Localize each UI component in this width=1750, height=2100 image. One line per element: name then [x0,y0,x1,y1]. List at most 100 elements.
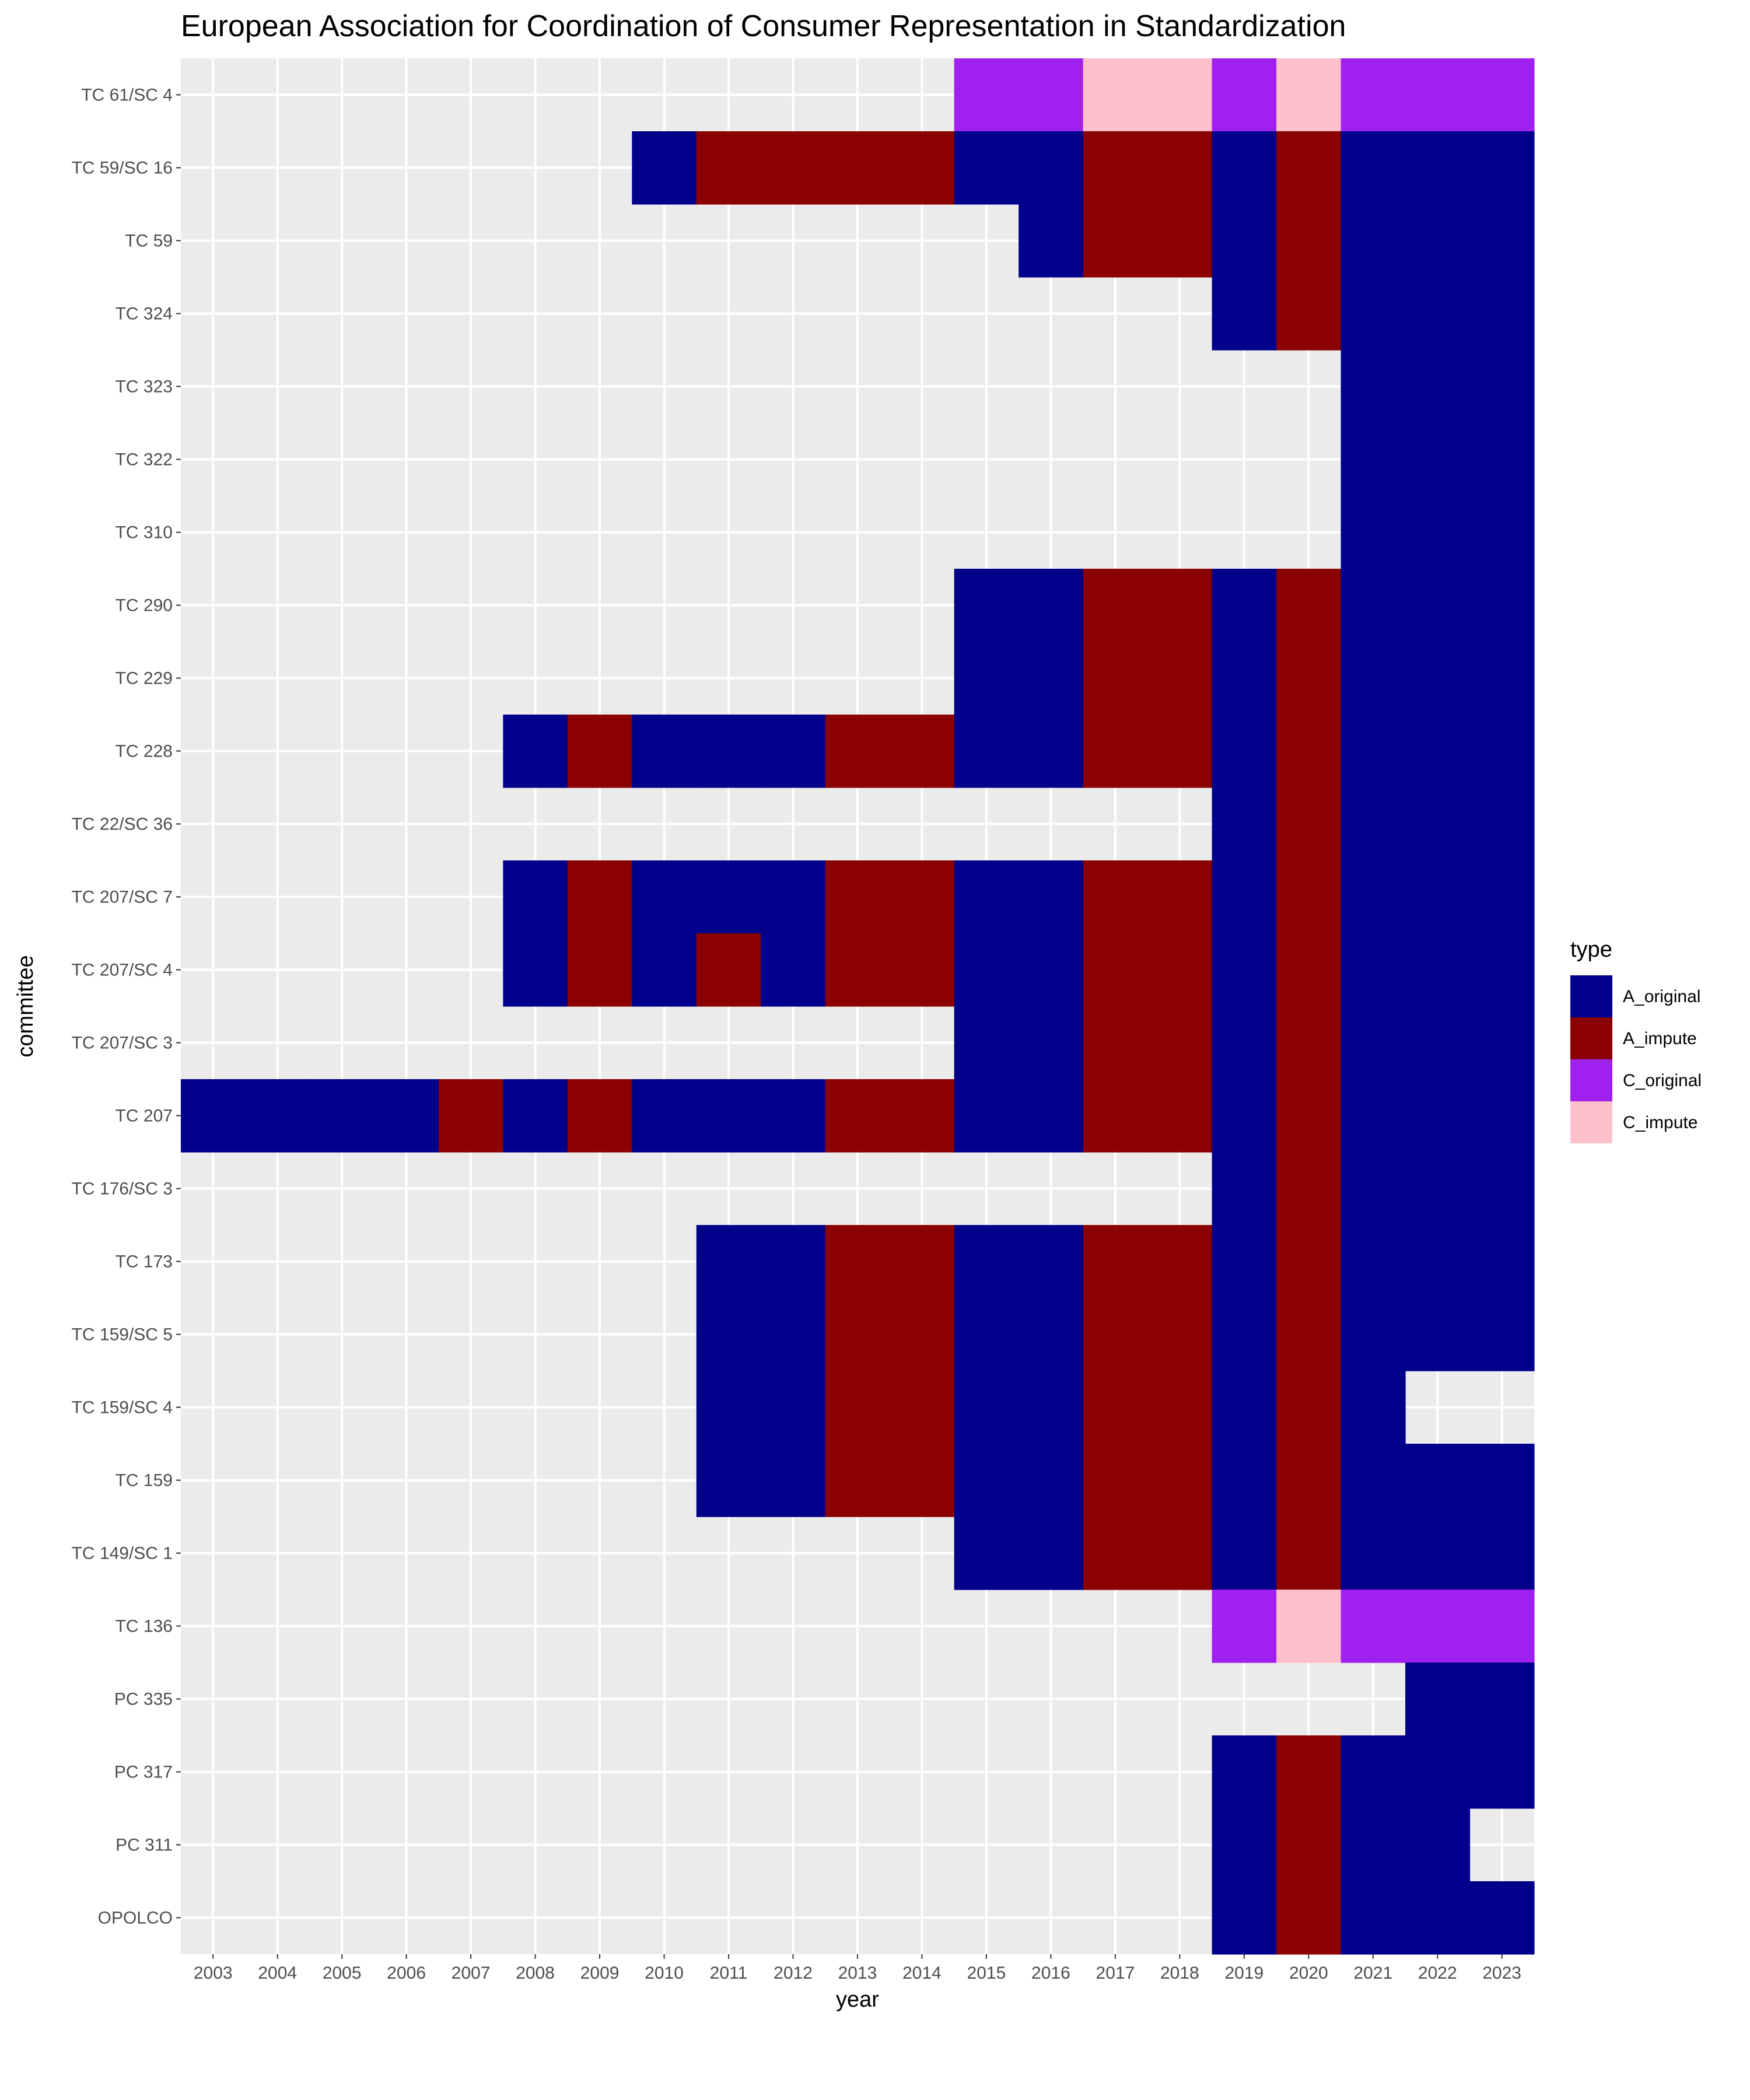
heatmap-cell [1340,1152,1406,1226]
heatmap-cell [503,715,568,788]
legend-key [1570,1059,1612,1101]
heatmap-cell [1405,1517,1471,1590]
heatmap-cell [1212,569,1277,642]
heatmap-cell [1083,204,1148,278]
heatmap-cell [825,1079,890,1153]
heatmap-cell [890,1079,955,1153]
heatmap-cell [1019,1006,1084,1080]
heatmap-cell [1276,1371,1342,1444]
x-tick-label: 2017 [1096,1964,1135,1983]
heatmap-cell [309,1079,375,1153]
heatmap-cell [1276,1590,1342,1663]
heatmap-cell [1405,350,1471,424]
heatmap-cell [954,569,1019,642]
heatmap-cell [1469,204,1535,278]
y-tick-label: TC 22/SC 36 [72,815,173,834]
heatmap-cell [1405,277,1471,351]
heatmap-cell [696,1225,761,1298]
heatmap-cell [1469,715,1535,788]
heatmap-cell [1147,1517,1213,1590]
heatmap-cell [1469,131,1535,205]
heatmap-cell [1276,1298,1342,1371]
heatmap-cell [696,1371,761,1444]
x-tick-label: 2007 [452,1964,491,1983]
heatmap-cell [1019,58,1084,132]
heatmap-cell [1405,1881,1471,1955]
heatmap-cell [1340,1006,1406,1080]
heatmap-cell [1147,1444,1213,1517]
heatmap-cell [1340,642,1406,715]
legend-title: type [1570,937,1612,962]
x-axis-title: year [836,1987,879,2012]
heatmap-cell [1340,788,1406,861]
heatmap-cell [1212,1006,1277,1080]
heatmap-cell [1212,1298,1277,1371]
heatmap-cell [954,1298,1019,1371]
heatmap-cell [1019,933,1084,1007]
heatmap-cell [890,715,955,788]
legend-label: A_impute [1623,1029,1697,1048]
heatmap-cell [954,1225,1019,1298]
heatmap-cell [1469,860,1535,934]
heatmap-cell [1469,58,1535,132]
y-tick-label: TC 159 [116,1471,173,1490]
heatmap-cell [1469,1152,1535,1226]
heatmap-cell [1276,1517,1342,1590]
heatmap-cell [890,933,955,1007]
heatmap-cell [1340,569,1406,642]
legend: type A_original A_impute C_original C_imput… [1570,937,1702,1143]
y-tick-label: TC 207/SC 3 [72,1034,173,1053]
heatmap-cell [1019,204,1084,278]
heatmap-cell [1212,1808,1277,1882]
y-tick-label: TC 207/SC 4 [72,961,173,980]
heatmap-cell [1147,204,1213,278]
heatmap-cell [890,1225,955,1298]
heatmap-cell [1276,204,1342,278]
heatmap-cell [632,1079,697,1153]
heatmap-cell [1212,1517,1277,1590]
heatmap-cell [1212,277,1277,351]
heatmap-cell [438,1079,503,1153]
heatmap-cell [1147,1079,1213,1153]
heatmap-cell [1019,1079,1084,1153]
heatmap-cell [1019,1298,1084,1371]
y-tick-label: TC 61/SC 4 [81,86,173,105]
heatmap-cell [1405,58,1471,132]
heatmap-cell [1147,1225,1213,1298]
heatmap-cell [954,1371,1019,1444]
heatmap-cell [374,1079,439,1153]
heatmap-cell [1340,860,1406,934]
heatmap-cell [825,933,890,1007]
heatmap-cell [1276,1735,1342,1809]
heatmap-cell [1276,1225,1342,1298]
x-tick-label: 2008 [516,1964,555,1983]
heatmap-cell [1212,204,1277,278]
heatmap-cell [1212,933,1277,1007]
heatmap-cell [1469,1225,1535,1298]
heatmap-cell [825,1444,890,1517]
heatmap-cell [1276,1444,1342,1517]
heatmap-cell [1083,1225,1148,1298]
heatmap-cell [245,1079,310,1153]
heatmap-cell [1019,131,1084,205]
heatmap-cell [1212,1735,1277,1809]
heatmap-cell [1405,1225,1471,1298]
heatmap-cell [1147,58,1213,132]
x-tick-label: 2023 [1482,1964,1521,1983]
heatmap-cell [890,1444,955,1517]
heatmap-cell [1083,131,1148,205]
heatmap-cell [1276,1808,1342,1882]
heatmap-cell [696,715,761,788]
y-tick-label: TC 324 [116,304,173,324]
heatmap-cell [1212,642,1277,715]
heatmap-cell [1276,715,1342,788]
heatmap-cell [954,1517,1019,1590]
heatmap-cell [632,715,697,788]
heatmap-cell [1405,569,1471,642]
heatmap-cell [696,131,761,205]
heatmap-cell [1405,423,1471,496]
heatmap-cell [1147,1371,1213,1444]
heatmap-cell [1083,1298,1148,1371]
heatmap-cell [1147,1006,1213,1080]
heatmap-cell [1212,860,1277,934]
